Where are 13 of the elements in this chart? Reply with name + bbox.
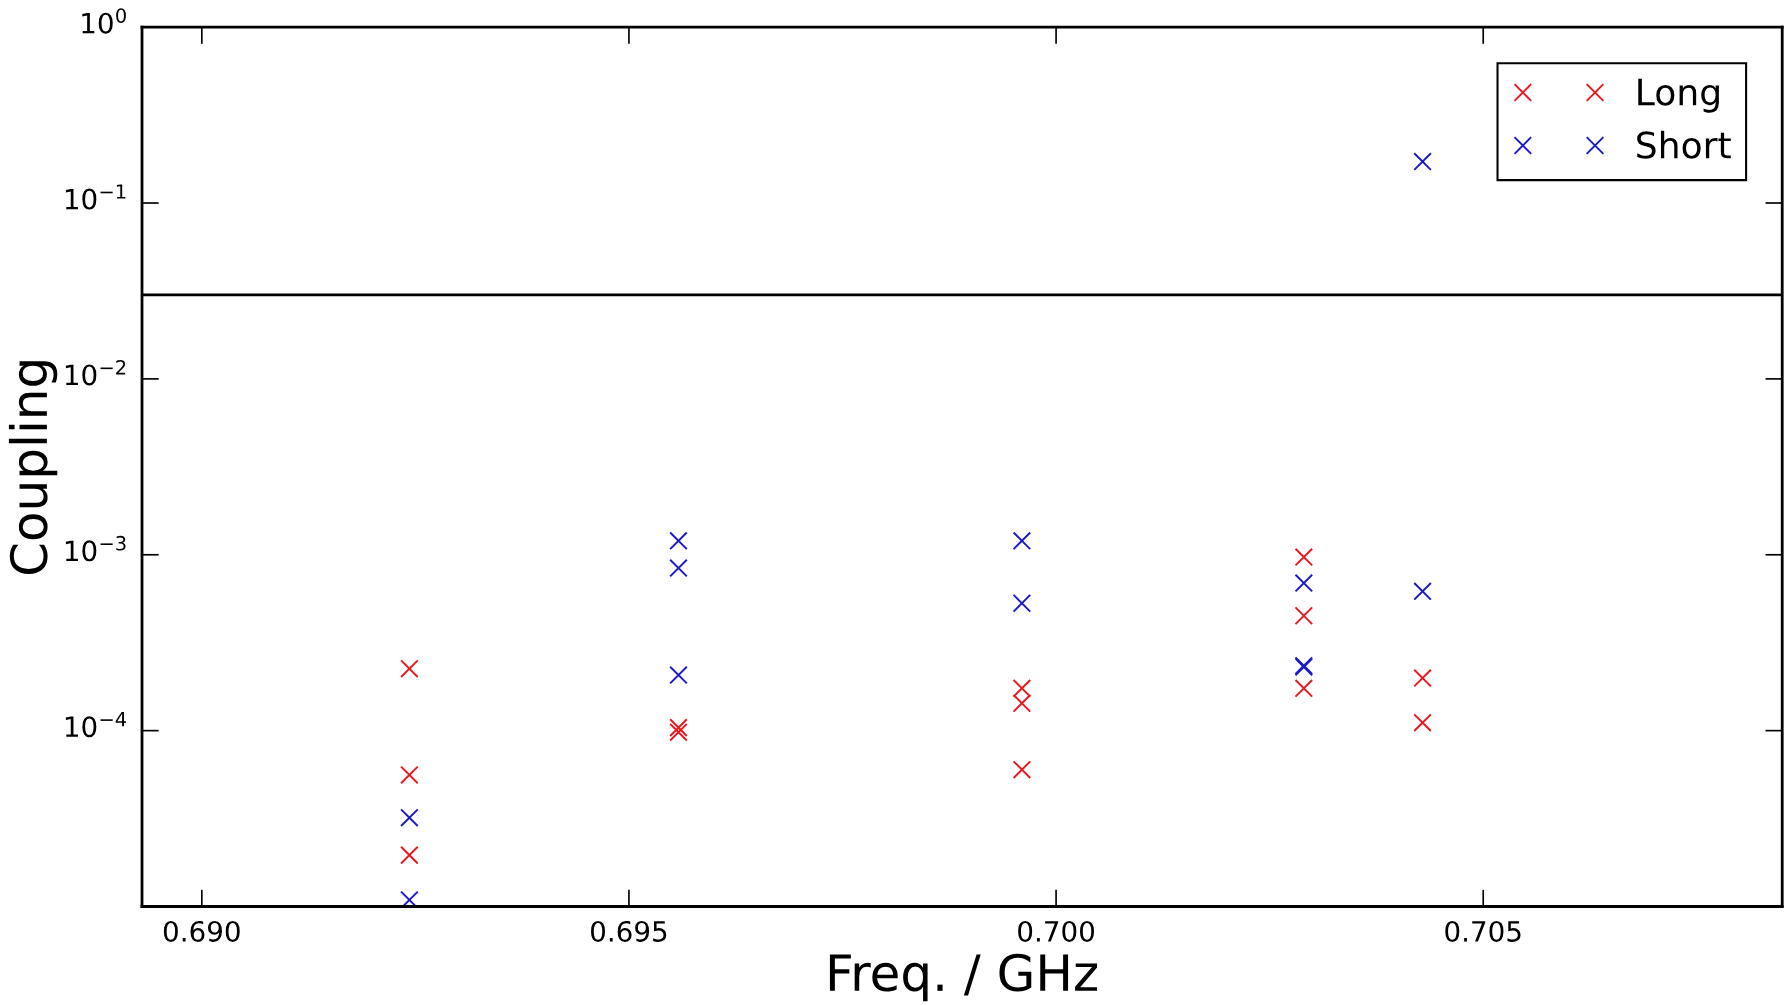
legend-label: Long xyxy=(1638,78,1719,113)
x-tick-label: 0.690 xyxy=(163,920,240,942)
y-axis-title: Coupling xyxy=(8,361,58,575)
x-tick-label: 0.700 xyxy=(1018,920,1094,942)
y-tick-label: 10$^{−4}$ xyxy=(65,712,127,738)
legend-label: Short xyxy=(1637,130,1731,159)
y-tick-label: 10$^{0}$ xyxy=(82,8,126,34)
x-axis-title: Freq. / GHz xyxy=(829,953,1098,1002)
y-tick-label: 10$^{−3}$ xyxy=(65,535,126,562)
x-tick-label: 0.705 xyxy=(1445,920,1521,942)
x-tick-label: 0.695 xyxy=(591,920,667,942)
y-tick-label: 10$^{−2}$ xyxy=(65,359,126,386)
y-tick-label: 10$^{−1}$ xyxy=(65,184,126,210)
